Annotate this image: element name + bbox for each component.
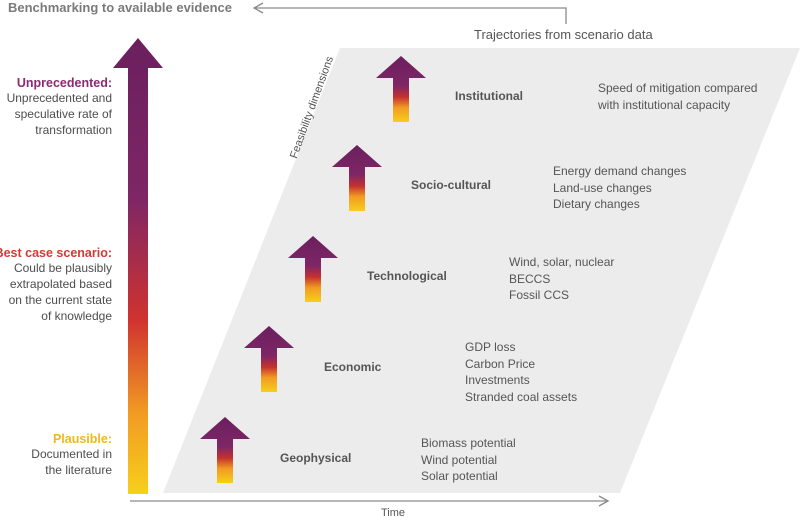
dimension-item: Fossil CCS	[509, 288, 570, 302]
dimension-item: Dietary changes	[553, 197, 640, 211]
dimension-technological-items: Wind, solar, nuclear BECCS Fossil CCS	[509, 254, 614, 304]
time-axis	[130, 495, 610, 507]
dimension-item: Land-use changes	[553, 180, 652, 195]
dimension-geophysical-items: Biomass potential Wind potential Solar p…	[421, 435, 516, 485]
feasibility-scale-arrow	[113, 38, 163, 494]
dimension-item: Energy demand changes	[553, 164, 687, 178]
level-desc-line: Documented in	[31, 447, 112, 461]
dimension-item: Solar potential	[421, 469, 498, 483]
benchmark-label: Benchmarking to available evidence	[8, 0, 232, 15]
level-title: Unprecedented:	[16, 76, 112, 90]
dimension-item: Wind potential	[421, 452, 498, 467]
dimension-item: Wind, solar, nuclear	[509, 255, 615, 269]
level-desc-line: Unprecedented and	[6, 91, 112, 105]
dimension-institutional-items: Speed of mitigation compared with instit…	[598, 80, 757, 113]
dimension-item: Speed of mitigation compared	[598, 81, 758, 95]
level-desc-line: Could be plausibly	[13, 261, 112, 275]
dimension-institutional-label: Institutional	[455, 89, 523, 103]
dimension-geophysical-label: Geophysical	[280, 451, 352, 465]
level-title: Best case scenario:	[0, 246, 112, 260]
dimension-economic-label: Economic	[324, 360, 382, 374]
dimension-item: GDP loss	[465, 340, 516, 354]
dimension-item: BECCS	[509, 271, 551, 286]
feasibility-panel	[163, 48, 800, 493]
level-best-case: Best case scenario: Could be plausibly e…	[0, 246, 112, 324]
dimension-arrow-geophysical	[200, 417, 250, 483]
dimension-socio-cultural-items: Energy demand changes Land-use changes D…	[553, 163, 686, 213]
level-desc-line: transformation	[35, 123, 112, 137]
dimension-arrow-socio-cultural	[332, 145, 382, 211]
dimension-item: Carbon Price	[465, 356, 536, 371]
time-axis-label: Time	[381, 507, 406, 519]
dimension-item: Stranded coal assets	[465, 389, 578, 404]
dimension-socio-cultural-label: Socio-cultural	[411, 178, 492, 192]
dimension-technological-label: Technological	[367, 269, 447, 283]
dimension-item: with institutional capacity	[598, 97, 731, 112]
dimension-arrow-economic	[244, 326, 294, 392]
level-plausible: Plausible: Documented in the literature	[31, 432, 112, 478]
level-unprecedented: Unprecedented: Unprecedented and specula…	[7, 76, 112, 138]
dimension-economic-items: GDP loss Carbon Price Investments Strand…	[465, 339, 577, 405]
benchmark-arrow	[252, 2, 567, 24]
level-desc-line: speculative rate of	[14, 107, 112, 121]
dimension-item: Investments	[465, 373, 530, 387]
trajectory-label: Trajectories from scenario data	[474, 27, 653, 42]
dimension-item: Biomass potential	[421, 436, 516, 450]
level-desc-line: of knowledge	[41, 309, 112, 323]
dimension-arrow-technological	[288, 236, 338, 302]
level-desc-line: on the current state	[8, 293, 112, 307]
level-desc-line: extrapolated based	[9, 277, 112, 291]
level-desc-line: the literature	[45, 463, 112, 477]
level-title: Plausible:	[52, 432, 112, 446]
dimension-arrow-institutional	[376, 56, 426, 122]
